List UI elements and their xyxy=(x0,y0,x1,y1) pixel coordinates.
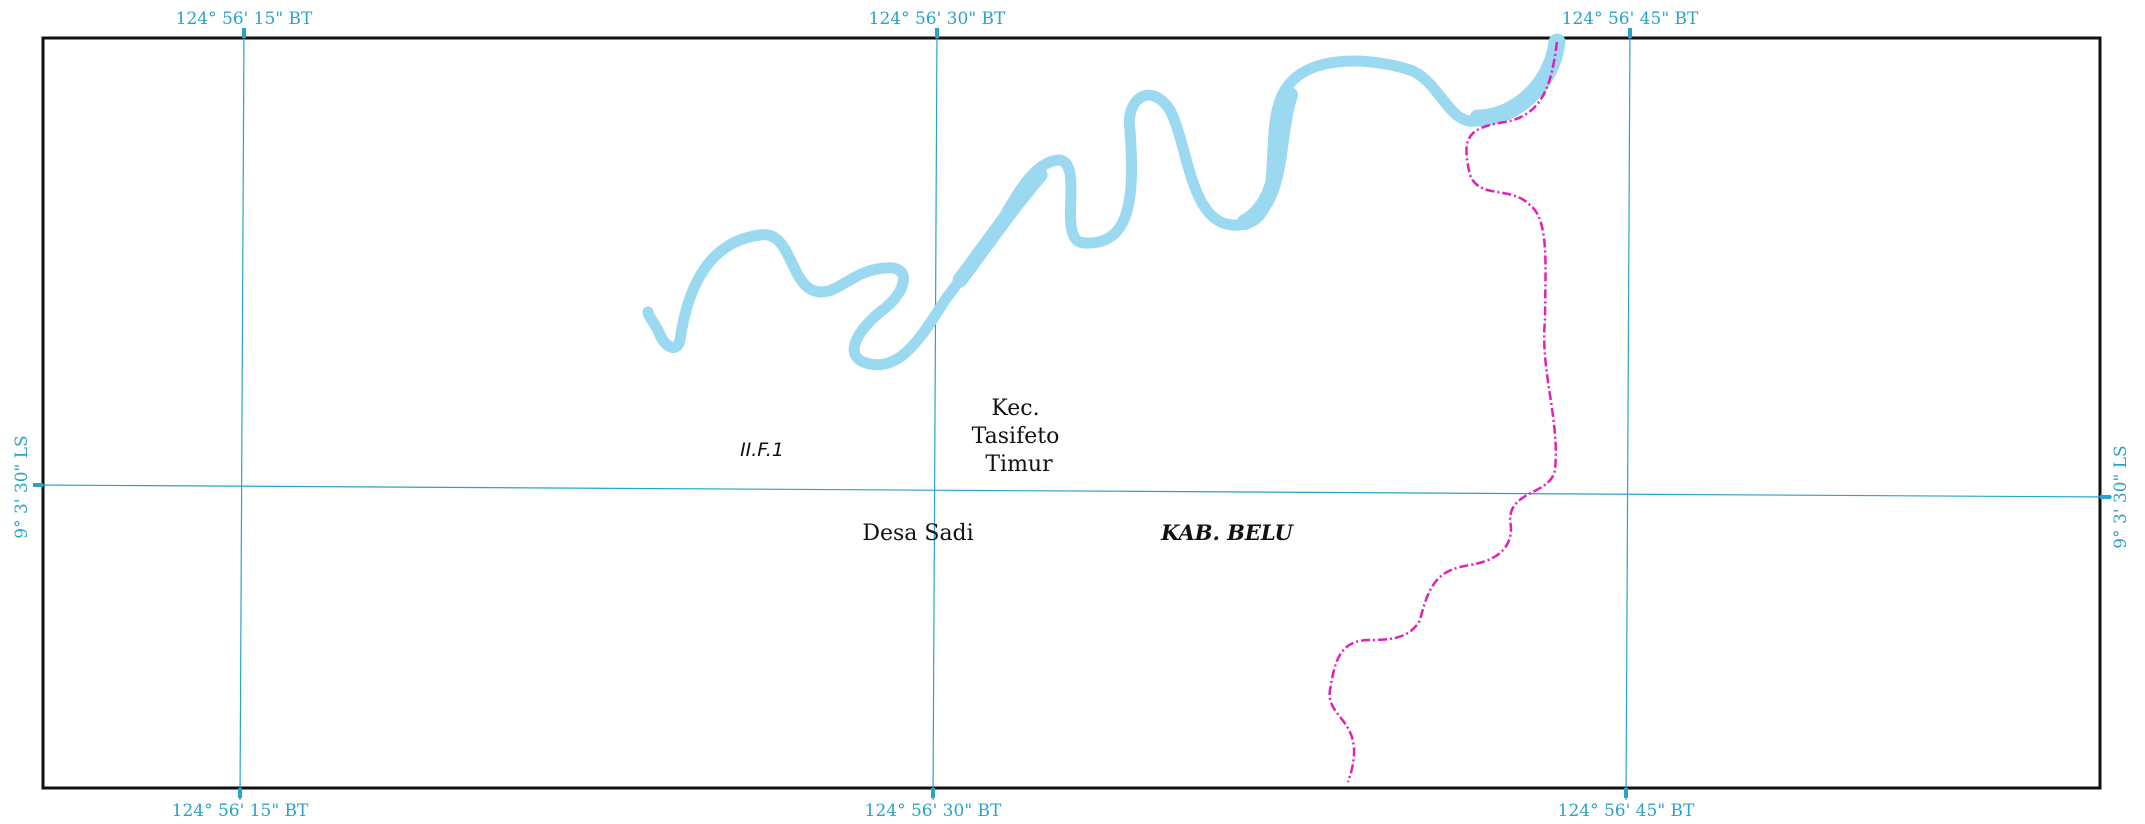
coord-label-bottom-1: 124° 56' 15" BT xyxy=(172,801,309,821)
admin-boundary-line xyxy=(1328,41,1559,783)
grid-line-vertical-1 xyxy=(239,27,245,801)
desa-label: Desa Sadi xyxy=(862,521,973,546)
map-code-label: II.F.1 xyxy=(740,439,784,461)
river-main xyxy=(642,36,1563,371)
kecamatan-label: Kec. Tasifeto Timur xyxy=(972,396,1067,477)
coord-label-left: 9° 3' 30" LS xyxy=(12,435,32,538)
river-reach-west xyxy=(952,167,1048,288)
grid-line-vertical-3 xyxy=(1625,27,1631,801)
kecamatan-label-line-1: Kec. xyxy=(991,396,1039,421)
river-reach-middle xyxy=(1237,87,1298,230)
coord-label-top-1: 124° 56' 15" BT xyxy=(176,9,313,29)
coord-label-bottom-3: 124° 56' 45" BT xyxy=(1558,801,1695,821)
coord-label-bottom-2: 124° 56' 30" BT xyxy=(865,801,1002,821)
grid-ticks xyxy=(33,28,2111,798)
kabupaten-label: KAB. BELU xyxy=(1160,520,1294,545)
coord-label-right: 9° 3' 30" LS xyxy=(2111,445,2131,548)
grid-lines xyxy=(33,27,2113,801)
coord-label-top-2: 124° 56' 30" BT xyxy=(869,9,1006,29)
grid-line-vertical-2 xyxy=(932,27,938,801)
coord-label-top-3: 124° 56' 45" BT xyxy=(1562,9,1699,29)
kecamatan-label-line-2: Tasifeto xyxy=(972,424,1060,449)
map-frame xyxy=(41,36,2102,790)
grid-line-horizontal xyxy=(33,484,2113,498)
kecamatan-label-line-3: Timur xyxy=(985,452,1053,477)
